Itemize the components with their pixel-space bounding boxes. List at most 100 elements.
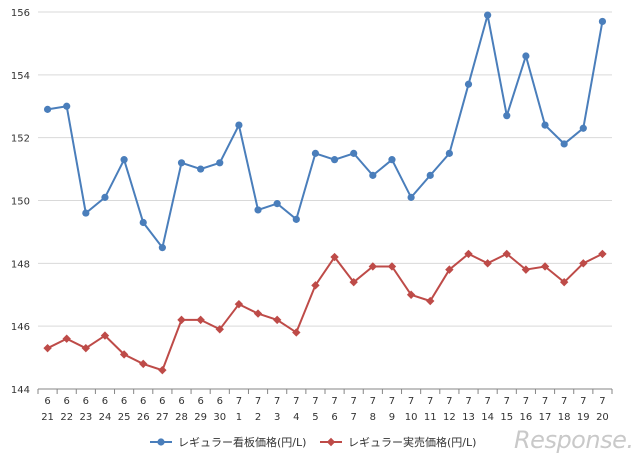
legend-marker-1 [157,438,165,446]
data-point [579,124,587,132]
series-line-1 [47,14,604,250]
x-tick-day: 4 [293,412,299,423]
data-point [426,171,434,179]
x-tick-month: 6 [159,396,165,407]
data-point [388,156,396,164]
data-point [484,11,492,19]
x-tick-month: 7 [312,396,318,407]
x-axis: 6216226236246256266276286296307172737475… [37,388,613,423]
data-point [273,200,281,208]
x-tick-month: 7 [351,396,357,407]
x-tick-day: 19 [577,412,590,423]
data-point [330,252,339,262]
x-tick-day: 30 [213,412,226,423]
x-tick-month: 7 [255,396,261,407]
data-point [445,149,453,157]
data-point [330,156,339,164]
legend-label-2: レギュラー実売価格(円/L) [348,435,476,449]
data-point [369,171,377,179]
gridlines [38,11,612,327]
data-point [349,277,358,287]
x-tick-month: 6 [83,396,89,407]
x-tick-day: 20 [596,412,609,423]
data-point [101,193,109,201]
data-point [406,290,416,299]
x-tick-month: 7 [542,396,548,407]
x-tick-day: 27 [156,412,169,423]
data-point [483,259,492,268]
watermark-logo: Response. [514,426,633,454]
data-point [503,112,511,120]
x-tick-month: 6 [197,396,203,407]
x-tick-month: 6 [102,396,108,407]
data-point [43,105,52,113]
x-tick-month: 6 [121,396,127,407]
data-point [234,299,244,309]
y-tick-label: 152 [11,134,30,145]
x-tick-day: 1 [236,412,242,423]
data-point [215,325,224,334]
data-point [82,209,90,217]
x-tick-day: 25 [118,412,131,423]
x-tick-month: 7 [446,396,452,407]
data-point [598,17,607,26]
x-tick-month: 7 [504,396,510,407]
x-tick-month: 7 [331,396,337,407]
x-tick-day: 15 [500,412,513,423]
data-point [464,249,473,259]
series-group [43,11,607,375]
y-axis-ticks: 144 146 148 150 152 154 156 [11,8,30,396]
data-point [43,343,52,353]
x-tick-day: 17 [539,412,552,423]
data-point [139,359,148,369]
x-tick-day: 29 [194,412,207,423]
data-point [311,149,320,157]
series-line-2 [47,252,603,372]
x-tick-month: 7 [484,396,490,407]
data-point [292,215,300,223]
x-tick-month: 7 [408,396,414,407]
x-tick-month: 7 [599,396,605,407]
data-point [197,165,205,173]
x-tick-day: 8 [370,412,376,423]
x-tick-month: 7 [465,396,471,407]
legend-marker-2 [326,437,336,447]
x-tick-month: 7 [427,396,433,407]
x-tick-day: 13 [462,412,475,423]
data-point [196,315,205,325]
x-tick-day: 26 [137,412,150,423]
x-tick-month: 7 [274,396,280,407]
x-tick-day: 9 [389,412,395,423]
legend-label-1: レギュラー看板価格(円/L) [178,435,306,449]
data-point [350,149,358,157]
data-point [63,102,71,110]
data-point [368,262,378,271]
data-point [158,244,166,252]
y-tick-label: 154 [11,71,30,82]
data-point [464,80,473,88]
x-tick-day: 7 [351,412,357,423]
x-tick-month: 6 [217,396,223,407]
data-point [177,315,186,325]
data-point [387,262,397,271]
x-tick-month: 7 [370,396,376,407]
data-point [81,343,91,353]
data-point [426,296,435,306]
x-tick-month: 7 [580,396,586,407]
data-point [502,249,511,259]
x-tick-month: 7 [523,396,529,407]
x-tick-day: 12 [443,412,456,423]
data-point [540,262,550,271]
x-tick-day: 21 [41,412,54,423]
data-point [177,159,186,167]
data-point [560,140,568,148]
x-tick-day: 11 [424,412,437,423]
x-tick-day: 3 [274,412,280,423]
legend: レギュラー看板価格(円/L) レギュラー実売価格(円/L) [150,435,476,449]
x-tick-day: 6 [331,412,337,423]
data-point [311,281,320,290]
data-point [559,277,569,287]
x-tick-day: 16 [520,412,533,423]
x-tick-day: 24 [99,412,112,423]
